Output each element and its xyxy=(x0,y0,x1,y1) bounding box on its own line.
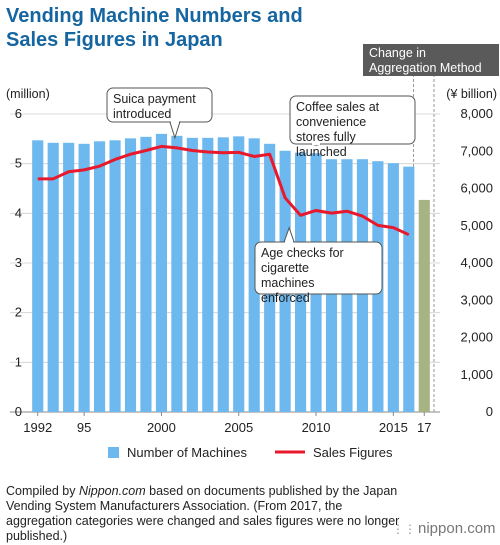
x-tick-2015: 2015 xyxy=(379,420,408,435)
legend-machines-label: Number of Machines xyxy=(127,445,247,460)
nippon-logo: ⋮⋮ nippon.com xyxy=(392,520,496,537)
bar-2005 xyxy=(233,136,245,412)
bar-1994 xyxy=(63,142,75,412)
annotation-2001-box xyxy=(106,87,213,123)
x-tick-1992: 1992 xyxy=(23,420,52,435)
annotation-2008-line-1: cigarette xyxy=(261,261,309,275)
bar-1997 xyxy=(109,140,121,412)
bar-1992 xyxy=(32,140,44,412)
footnote: Compiled by Nippon.com based on document… xyxy=(6,484,401,544)
right-tick-7000: 7,000 xyxy=(460,143,493,158)
annotation-2011-line-1: convenience xyxy=(296,115,366,129)
logo-dots-icon: ⋮⋮ xyxy=(392,522,416,536)
bar-1998 xyxy=(124,138,137,412)
left-tick-2: 2 xyxy=(15,305,22,320)
annotation-2008-line-2: machines xyxy=(261,276,315,290)
x-tick-95: 95 xyxy=(77,420,91,435)
line-series xyxy=(37,144,410,237)
change-box xyxy=(363,44,499,76)
bar-2002 xyxy=(186,137,198,412)
left-tick-5: 5 xyxy=(15,156,22,171)
bar-2017 xyxy=(418,199,430,412)
annotation-2001-pointer xyxy=(169,121,181,140)
right-tick-1000: 1,000 xyxy=(460,367,493,382)
bar-2006 xyxy=(248,138,260,412)
right-tick-3000: 3,000 xyxy=(460,292,493,307)
left-tick-1: 1 xyxy=(15,354,22,369)
x-tick-17: 17 xyxy=(417,420,431,435)
bar-1995 xyxy=(78,143,90,413)
right-tick-2000: 2,000 xyxy=(460,330,493,345)
change-region: Change in Aggregation Method xyxy=(363,44,499,412)
change-box-label: Change in Aggregation Method xyxy=(369,46,482,75)
right-tick-6000: 6,000 xyxy=(460,181,493,196)
annotation-2011-line-0: Coffee sales at xyxy=(296,100,380,114)
logo-text: nippon.com xyxy=(418,520,496,537)
annotation-2011-line-3: launched xyxy=(296,145,347,159)
legend-machines-swatch xyxy=(108,447,119,458)
right-axis-unit: (¥ billion) xyxy=(446,87,497,101)
bar-2001 xyxy=(171,135,183,412)
legend: Number of Machines Sales Figures xyxy=(108,445,393,460)
annotation-2008-text: Age checks for cigarette machines enforced xyxy=(261,246,344,305)
bar-2004 xyxy=(217,137,229,413)
annotation-2001-text: Suica payment introduced xyxy=(113,92,196,121)
chart-title: Vending Machine Numbers and Sales Figure… xyxy=(6,5,303,51)
footnote-pre: Compiled by xyxy=(6,484,79,498)
change-box-label-line1: Change in xyxy=(369,46,426,60)
bar-1996 xyxy=(94,141,106,413)
right-tick-5000: 5,000 xyxy=(460,218,493,233)
annotation-2008-box xyxy=(254,241,383,295)
right-tick-8000: 8,000 xyxy=(460,106,493,121)
footnote-source: Nippon.com xyxy=(78,484,146,498)
right-tick-4000: 4,000 xyxy=(460,255,493,270)
annotation-2011-text: Coffee sales at convenience stores fully la… xyxy=(296,100,380,159)
bar-2015 xyxy=(387,163,399,412)
x-tick-2010: 2010 xyxy=(302,420,331,435)
annotations: Suica payment introduced Coffee sales at co… xyxy=(106,87,416,305)
change-box-label-line2: Aggregation Method xyxy=(369,61,482,75)
left-axis-unit: (million) xyxy=(6,87,50,101)
x-tick-2005: 2005 xyxy=(224,420,253,435)
left-tick-0: 0 xyxy=(15,404,22,419)
annotation-2011-line-2: stores fully xyxy=(296,130,356,144)
left-tick-6: 6 xyxy=(15,106,22,121)
right-tick-0: 0 xyxy=(486,404,493,419)
left-tick-3: 3 xyxy=(15,255,22,270)
bar-2003 xyxy=(202,137,214,412)
annotation-2001-line-1: introduced xyxy=(113,107,171,121)
left-tick-4: 4 xyxy=(15,205,22,220)
annotation-2011-box xyxy=(289,95,416,145)
annotation-2001-line-0: Suica payment xyxy=(113,92,196,106)
footnote-post: based on documents published by the Japa… xyxy=(6,484,400,543)
axes: (million) 0 1 2 3 4 5 6 (¥ billion) 0 1,000 2,000 3,… xyxy=(6,87,497,435)
legend-sales-label: Sales Figures xyxy=(313,445,393,460)
x-tick-2000: 2000 xyxy=(147,420,176,435)
bar-1993 xyxy=(47,142,59,412)
chart-canvas: Change in Aggregation Method (million) 0 1 2… xyxy=(6,44,499,460)
annotation-2008-line-0: Age checks for xyxy=(261,246,344,260)
bar-2016 xyxy=(403,166,415,412)
bar-2000 xyxy=(155,133,167,412)
bar-1999 xyxy=(140,136,152,412)
annotation-2008-line-3: enforced xyxy=(261,291,310,305)
